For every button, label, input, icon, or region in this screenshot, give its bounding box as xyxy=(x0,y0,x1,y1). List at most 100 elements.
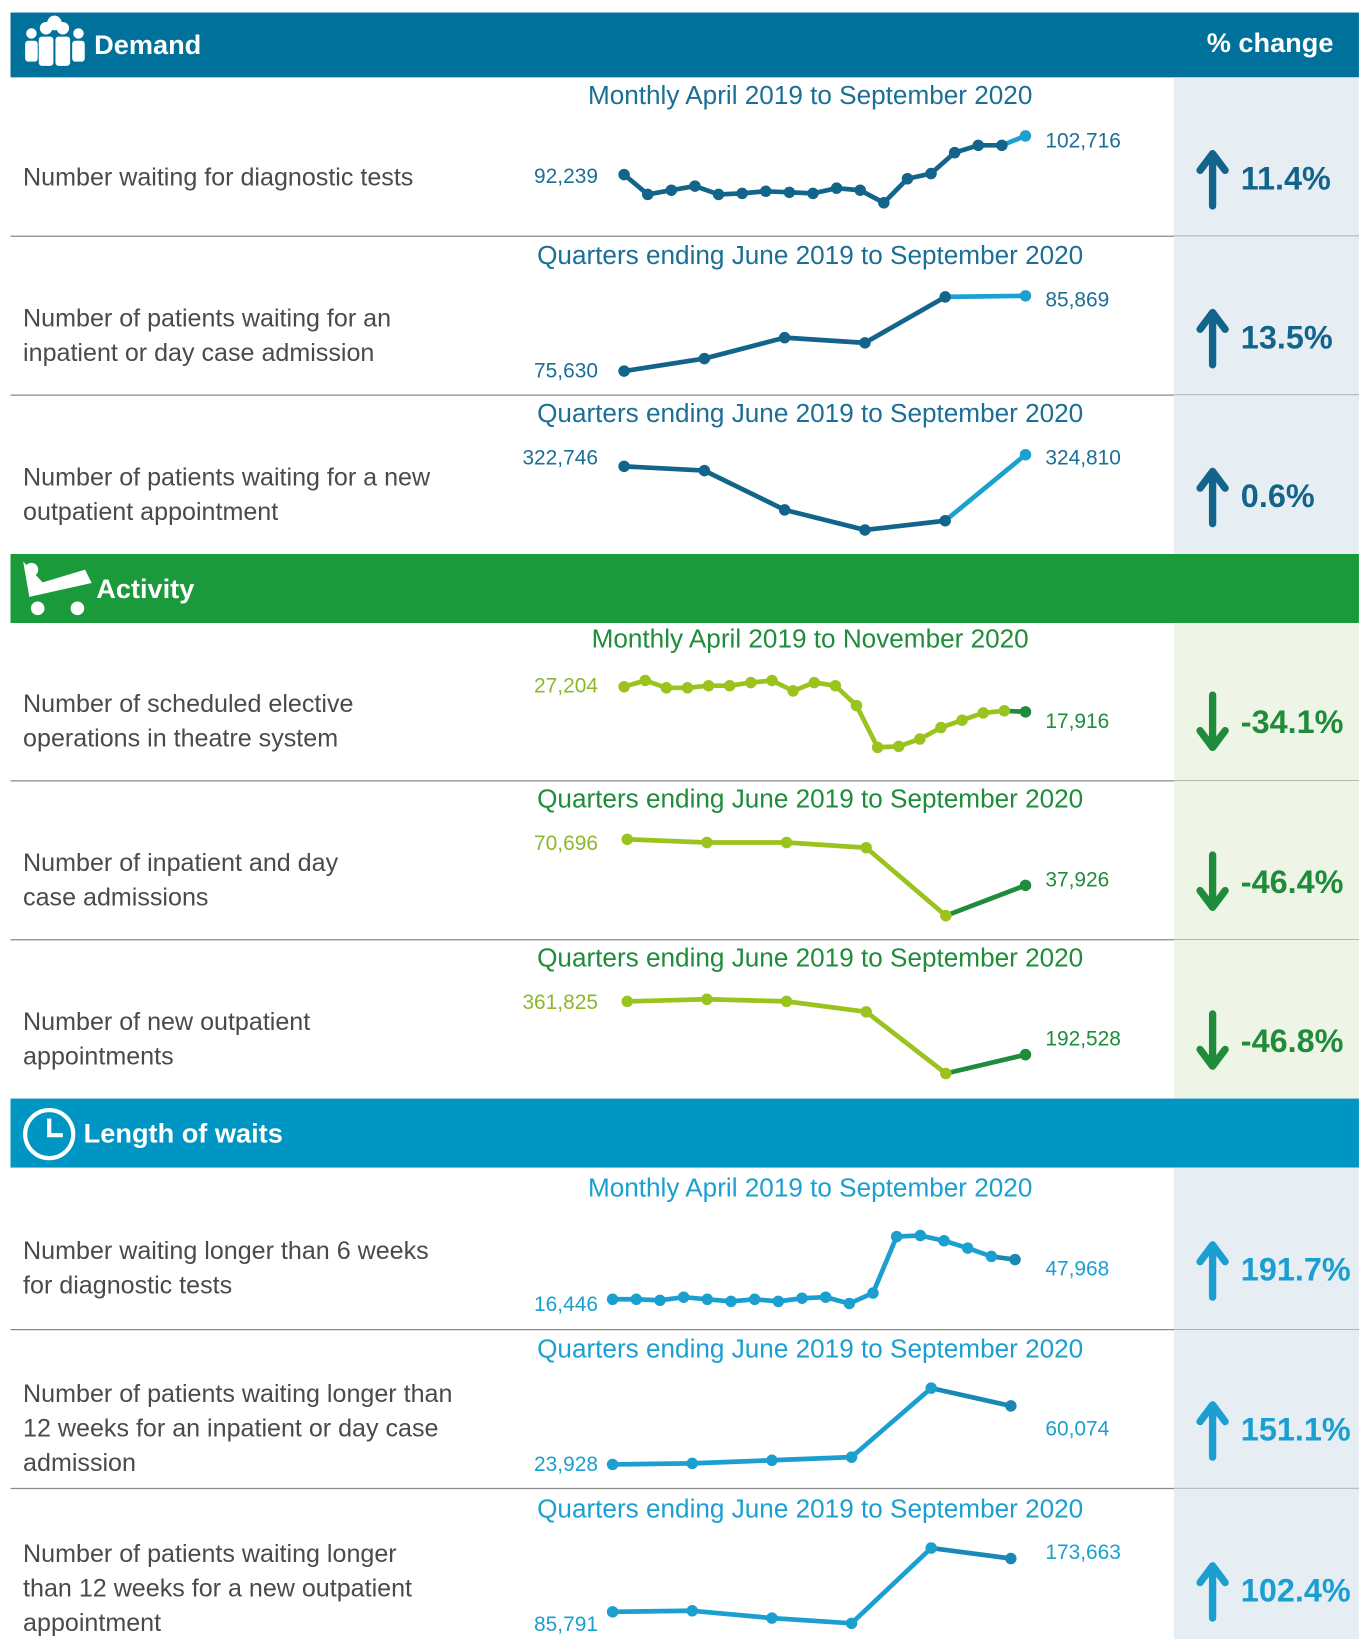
data-point xyxy=(956,714,968,726)
down-arrow xyxy=(1196,851,1229,911)
percent-change: -46.8% xyxy=(1241,1023,1344,1059)
end-value-label: 85,869 xyxy=(1045,289,1109,312)
data-point xyxy=(701,1293,714,1306)
percent-change: 191.7% xyxy=(1241,1252,1351,1288)
data-point xyxy=(890,1230,903,1243)
data-point xyxy=(618,365,630,377)
row-label: outpatient appointment xyxy=(23,498,278,526)
data-point xyxy=(783,186,796,199)
row-label: for diagnostic tests xyxy=(23,1271,232,1299)
data-point xyxy=(698,352,711,365)
data-point xyxy=(996,139,1008,152)
icons xyxy=(23,15,92,1161)
data-point xyxy=(787,685,799,697)
change-heading: % change xyxy=(1207,27,1334,58)
data-point xyxy=(1019,706,1032,718)
percent-change: -34.1% xyxy=(1241,704,1344,740)
chart-subtitle: Quarters ending June 2019 to September 2… xyxy=(537,942,1083,972)
row-label: than 12 weeks for a new outpatient xyxy=(23,1574,412,1602)
data-point xyxy=(1019,879,1032,892)
data-point xyxy=(745,676,757,689)
chart-subtitle: Quarters ending June 2019 to September 2… xyxy=(537,398,1083,428)
up-arrow xyxy=(1196,1241,1229,1301)
row-label: Number of inpatient and day xyxy=(23,849,339,877)
start-value-label: 27,204 xyxy=(534,674,598,697)
data-point xyxy=(702,679,715,692)
row-label: Number waiting for diagnostic tests xyxy=(23,163,413,191)
chart-subtitle: Monthly April 2019 to September 2020 xyxy=(588,80,1032,110)
start-value-label: 16,446 xyxy=(534,1293,598,1316)
data-point xyxy=(780,836,793,849)
percent-change: -46.4% xyxy=(1241,864,1344,900)
row-label: appointments xyxy=(23,1042,174,1070)
data-point xyxy=(901,173,914,185)
data-point xyxy=(914,1229,927,1242)
end-value-label: 173,663 xyxy=(1045,1541,1121,1564)
data-point xyxy=(925,1542,937,1554)
data-point xyxy=(778,331,791,344)
data-point xyxy=(845,1617,858,1630)
end-value-label: 47,968 xyxy=(1045,1258,1109,1281)
data-point xyxy=(766,1612,778,1624)
change-panel xyxy=(1173,395,1359,554)
data-point xyxy=(1009,1253,1021,1266)
change-panel xyxy=(1173,236,1359,396)
section: Demand % change Number waiting for diagnos… xyxy=(10,12,1359,554)
data-point xyxy=(939,291,951,303)
row-label: appointment xyxy=(23,1609,161,1637)
data-point xyxy=(725,1295,737,1308)
data-point xyxy=(807,187,819,200)
percent-change: 0.6% xyxy=(1241,478,1315,514)
start-value-label: 75,630 xyxy=(534,360,598,383)
data-point xyxy=(639,674,651,687)
change-panel xyxy=(1173,1488,1359,1639)
start-value-label: 85,791 xyxy=(534,1613,598,1636)
row-label: Number of patients waiting longer xyxy=(23,1540,397,1568)
data-point xyxy=(830,182,843,194)
data-point xyxy=(859,337,871,349)
start-value-label: 70,696 xyxy=(534,832,598,855)
data-point xyxy=(878,197,890,209)
data-point xyxy=(985,1250,998,1263)
data-point xyxy=(925,167,937,180)
sparkline xyxy=(612,1546,933,1626)
data-point xyxy=(977,707,989,719)
clock-icon xyxy=(23,1107,76,1161)
data-point xyxy=(819,1291,832,1303)
end-value-label: 102,716 xyxy=(1045,130,1121,153)
change-panel xyxy=(1173,939,1359,1099)
row-label: Number waiting longer than 6 weeks xyxy=(23,1237,429,1265)
data-point xyxy=(698,464,711,477)
sparkline xyxy=(627,837,948,918)
data-point xyxy=(681,682,694,694)
change-panel xyxy=(1173,77,1359,237)
data-point xyxy=(1019,290,1032,302)
row-label: case admissions xyxy=(23,884,208,912)
chart-subtitle: Quarters ending June 2019 to September 2… xyxy=(537,1493,1083,1523)
data-point xyxy=(892,740,905,753)
data-point xyxy=(772,1295,785,1308)
data-point xyxy=(808,676,820,689)
data-point xyxy=(701,836,713,849)
row-label: admission xyxy=(23,1449,136,1477)
data-point xyxy=(871,741,884,754)
data-point xyxy=(780,995,793,1008)
sparkline xyxy=(627,996,948,1076)
row-label: operations in theatre system xyxy=(23,725,338,753)
data-point xyxy=(998,705,1011,717)
data-point xyxy=(748,1293,761,1306)
data-point xyxy=(859,524,871,536)
section-title: Length of waits xyxy=(84,1117,283,1148)
section-header xyxy=(10,553,1359,623)
change-panel xyxy=(1173,1167,1359,1330)
data-point xyxy=(948,146,961,159)
data-point xyxy=(689,180,701,192)
up-arrow xyxy=(1196,1562,1229,1622)
sparkline-last-segment xyxy=(945,293,1026,300)
data-point xyxy=(1019,1048,1032,1061)
row-label: 12 weeks for an inpatient or day case xyxy=(23,1415,438,1443)
data-point xyxy=(845,1451,858,1463)
data-point xyxy=(1019,448,1032,461)
data-point xyxy=(677,1291,690,1303)
trolley-icon xyxy=(23,561,92,616)
